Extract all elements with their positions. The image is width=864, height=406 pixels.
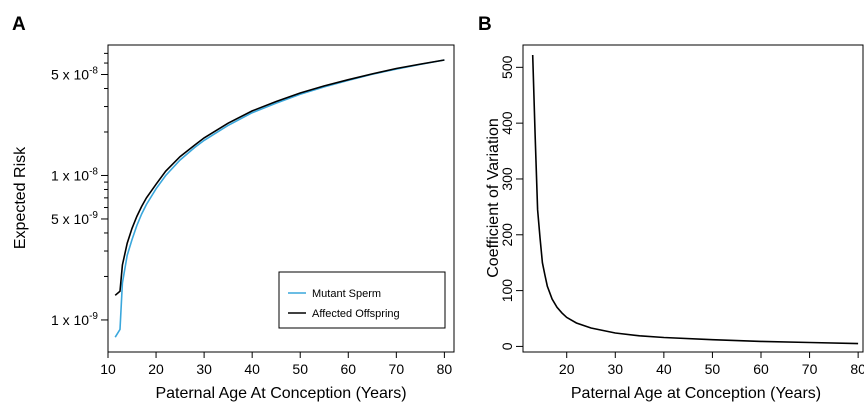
panel-b-plot-frame bbox=[522, 44, 864, 353]
panel-a-x-tick-label: 80 bbox=[437, 361, 453, 377]
panel-b-y-tick-label: 400 bbox=[499, 111, 515, 135]
panel-a-y-tick-label: 5 x 10-8 bbox=[51, 65, 98, 82]
panel-b-series bbox=[531, 54, 859, 345]
panel-a: A 10 20 30 40 50 60 70 80 1 x 10-95 x 10-91 x 1… bbox=[12, 14, 455, 402]
panel-a-plot-frame bbox=[107, 44, 455, 353]
panel-a-y-axis-title: Expected Risk bbox=[12, 146, 29, 249]
panel-a-x-tick-label: 50 bbox=[292, 361, 308, 377]
series-line-coefficient-of-variation bbox=[531, 54, 859, 345]
panel-a-x-tick-label: 10 bbox=[100, 361, 116, 377]
panel-a-y-tick-label: 1 x 10-8 bbox=[51, 166, 98, 183]
panel-a-legend: Mutant Sperm Affected Offspring bbox=[278, 271, 446, 329]
panel-b-letter: B bbox=[478, 14, 492, 35]
panel-b-x-tick-label: 30 bbox=[607, 361, 623, 377]
panel-b-y-tick-label: 500 bbox=[499, 55, 515, 79]
panel-b-x-tick-label: 70 bbox=[802, 361, 818, 377]
panel-b-x-tick-label: 60 bbox=[753, 361, 769, 377]
panel-a-x-tick-label: 70 bbox=[389, 361, 405, 377]
panel-b-y-tick-label: 200 bbox=[499, 223, 515, 247]
panel-b-y-axis-title: Coefficient of Variation bbox=[485, 118, 502, 278]
panel-a-x-tick-label: 30 bbox=[196, 361, 212, 377]
panel-a-x-axis: 10 20 30 40 50 60 70 80 bbox=[100, 352, 452, 377]
panel-a-x-tick-label: 20 bbox=[148, 361, 164, 377]
panel-b-x-tick-label: 80 bbox=[850, 361, 864, 377]
panel-a-y-tick-label: 1 x 10-9 bbox=[51, 311, 98, 328]
panel-b-x-axis-title: Paternal Age at Conception (Years) bbox=[571, 385, 821, 402]
panel-b-y-axis: 0 100 200 300 400 500 bbox=[499, 55, 523, 350]
panel-a-series bbox=[114, 59, 445, 338]
panel-b-y-tick-label: 0 bbox=[499, 342, 515, 350]
legend-label-mutant-sperm: Mutant Sperm bbox=[312, 288, 381, 300]
panel-a-y-tick-label: 5 x 10-9 bbox=[51, 210, 98, 227]
panel-a-x-axis-title: Paternal Age At Conception (Years) bbox=[155, 385, 406, 402]
series-line-affected-offspring bbox=[114, 59, 445, 296]
legend-label-affected-offspring: Affected Offspring bbox=[312, 308, 400, 320]
panel-b-x-tick-label: 20 bbox=[559, 361, 575, 377]
panel-b-x-axis: 20 30 40 50 60 70 80 bbox=[559, 352, 864, 377]
panel-a-y-axis: 1 x 10-9 5 x 10-9 1 x 10-8 5 x 10-8 bbox=[51, 52, 108, 328]
panel-a-letter: A bbox=[12, 14, 26, 35]
legend-box bbox=[278, 271, 446, 329]
panel-a-x-tick-label: 40 bbox=[244, 361, 260, 377]
panel-b-y-tick-label: 300 bbox=[499, 167, 515, 191]
panel-b-y-tick-label: 100 bbox=[499, 279, 515, 303]
panel-b-x-tick-label: 40 bbox=[656, 361, 672, 377]
panel-b-x-tick-label: 50 bbox=[705, 361, 721, 377]
panel-b: B 20 30 40 50 60 70 80 0 100 200 300 400 500 Patern… bbox=[478, 14, 864, 402]
panel-a-x-tick-label: 60 bbox=[340, 361, 356, 377]
